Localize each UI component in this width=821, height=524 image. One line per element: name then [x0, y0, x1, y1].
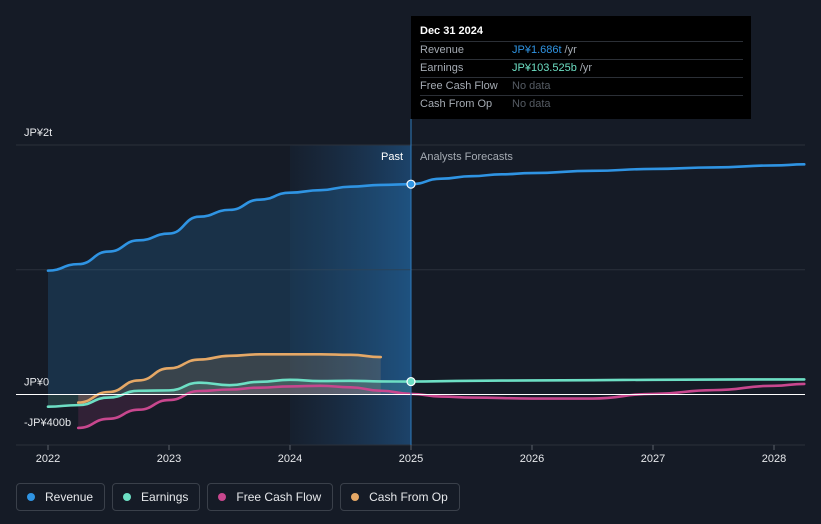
legend: Revenue Earnings Free Cash Flow Cash From O…	[16, 483, 460, 511]
earnings-line	[46, 378, 806, 408]
x-tick-label: 2023	[157, 453, 181, 465]
x-tick-label: 2025	[399, 453, 423, 465]
legend-label: Free Cash Flow	[236, 490, 322, 504]
legend-item-earnings[interactable]: Earnings	[112, 483, 201, 511]
y-axis-label: -JP¥400b	[24, 417, 71, 429]
cash-from-op-line	[76, 353, 383, 404]
revenue-marker[interactable]	[406, 179, 416, 189]
legend-label: Revenue	[45, 490, 94, 504]
tooltip-series-value: JP¥1.686t	[512, 44, 562, 56]
tooltip-series-name: Cash From Op	[420, 98, 493, 110]
tooltip-row: Earnings JP¥103.525b/yr	[420, 60, 743, 78]
tooltip-series-unit: /yr	[564, 44, 577, 56]
x-tick-label: 2022	[36, 453, 60, 465]
legend-label: Earnings	[141, 490, 189, 504]
free-cash-flow-dot-icon	[218, 493, 227, 501]
x-tick-label: 2024	[278, 453, 302, 465]
y-axis-label: JP¥0	[24, 377, 49, 389]
tooltip-row: Cash From Op No data	[420, 96, 743, 113]
free-cash-flow-line	[76, 382, 806, 430]
revenue-line	[46, 163, 806, 272]
tooltip-row: Revenue JP¥1.686t/yr	[420, 42, 743, 60]
legend-item-revenue[interactable]: Revenue	[16, 483, 106, 511]
revenue-dot-icon	[27, 493, 35, 501]
tooltip-series-name: Earnings	[420, 62, 464, 74]
earnings-marker[interactable]	[406, 376, 416, 387]
tooltip-series-unit: /yr	[579, 62, 593, 74]
revenue-area	[48, 184, 411, 395]
earnings-dot-icon	[123, 493, 132, 501]
tooltip: Dec 31 2024 Revenue JP¥1.686t/yr Earnings J…	[411, 16, 751, 119]
free-cash-flow-area	[78, 385, 411, 428]
tooltip-series-value: JP¥103.525b	[512, 62, 577, 74]
tooltip-series-name: Revenue	[420, 44, 465, 56]
legend-item-cash-from-op[interactable]: Cash From Op	[340, 483, 460, 511]
y-axis-label: JP¥2t	[24, 127, 52, 139]
legend-item-free-cash-flow[interactable]: Free Cash Flow	[207, 483, 334, 511]
analysts-forecasts-label: Analysts Forecasts	[420, 151, 513, 163]
legend-label: Cash From Op	[369, 490, 448, 504]
past-label: Past	[381, 151, 403, 163]
tooltip-series-name: Free Cash Flow	[420, 80, 498, 92]
tooltip-series-value: No data	[512, 80, 551, 92]
x-tick-label: 2028	[762, 453, 786, 465]
tooltip-row: Free Cash Flow No data	[420, 78, 743, 96]
tooltip-date: Dec 31 2024	[420, 24, 743, 42]
x-tick-label: 2026	[520, 453, 544, 465]
cash-from-op-dot-icon	[351, 493, 360, 501]
x-tick-label: 2027	[641, 453, 665, 465]
tooltip-series-value: No data	[512, 98, 551, 110]
